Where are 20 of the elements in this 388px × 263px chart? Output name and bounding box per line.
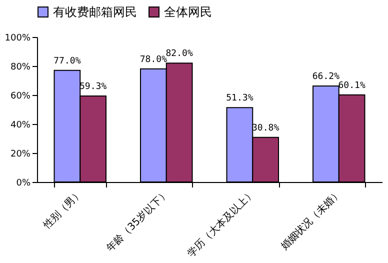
y-tick-label: 0% (16, 178, 31, 188)
data-label: 60.1% (338, 80, 366, 91)
data-label: 51.3% (226, 94, 254, 104)
data-label: 82.0% (166, 49, 194, 60)
y-tick-label: 80% (10, 62, 31, 72)
data-label: 78.0% (140, 54, 168, 65)
data-label: 66.2% (312, 72, 340, 82)
x-tick-label: 婚姻状况（未婚） (278, 187, 344, 252)
x-tick-label: 年龄（35岁以下） (104, 187, 172, 254)
y-tick-label: 100% (4, 34, 31, 44)
data-label: 59.3% (80, 82, 108, 92)
legend-label: 有收费邮箱网民 (53, 5, 137, 19)
data-label: 30.8% (252, 123, 280, 134)
x-tick-label: 性别（男） (40, 187, 85, 232)
y-tick-label: 40% (10, 120, 31, 130)
y-tick-label: 20% (10, 150, 31, 160)
data-label: 77.0% (54, 56, 82, 66)
legend-label: 全体网民 (164, 5, 212, 19)
x-tick-label: 学历（大本及以上） (185, 187, 258, 260)
y-tick-label: 60% (10, 92, 31, 102)
